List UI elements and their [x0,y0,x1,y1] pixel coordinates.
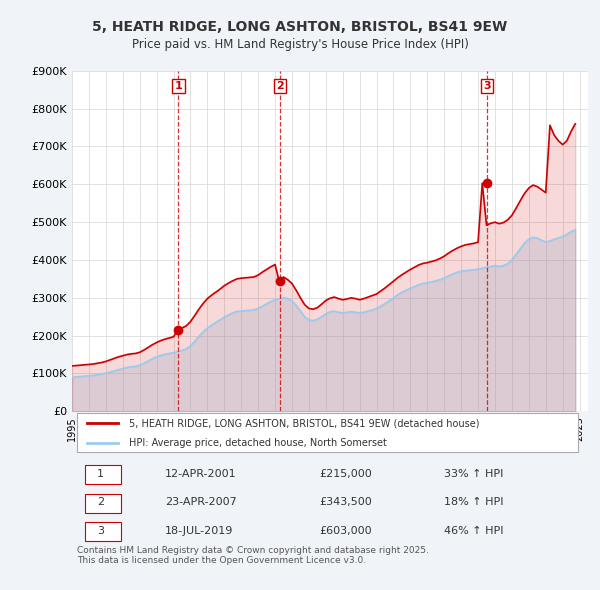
Text: HPI: Average price, detached house, North Somerset: HPI: Average price, detached house, Nort… [129,438,386,448]
Text: 2: 2 [276,81,284,91]
Text: 18-JUL-2019: 18-JUL-2019 [165,526,233,536]
FancyBboxPatch shape [85,494,121,513]
Text: Contains HM Land Registry data © Crown copyright and database right 2025.
This d: Contains HM Land Registry data © Crown c… [77,546,429,565]
Text: 18% ↑ HPI: 18% ↑ HPI [443,497,503,507]
Text: 46% ↑ HPI: 46% ↑ HPI [443,526,503,536]
Text: 5, HEATH RIDGE, LONG ASHTON, BRISTOL, BS41 9EW: 5, HEATH RIDGE, LONG ASHTON, BRISTOL, BS… [92,19,508,34]
Text: 5, HEATH RIDGE, LONG ASHTON, BRISTOL, BS41 9EW (detached house): 5, HEATH RIDGE, LONG ASHTON, BRISTOL, BS… [129,418,479,428]
Text: 3: 3 [97,526,104,536]
FancyBboxPatch shape [85,522,121,542]
Text: Price paid vs. HM Land Registry's House Price Index (HPI): Price paid vs. HM Land Registry's House … [131,38,469,51]
Text: £603,000: £603,000 [320,526,373,536]
Text: 1: 1 [175,81,182,91]
Text: 1: 1 [97,468,104,478]
Text: £343,500: £343,500 [320,497,373,507]
Text: 33% ↑ HPI: 33% ↑ HPI [443,468,503,478]
Text: 23-APR-2007: 23-APR-2007 [165,497,236,507]
Text: 3: 3 [484,81,491,91]
FancyBboxPatch shape [85,465,121,484]
FancyBboxPatch shape [77,414,578,453]
Text: £215,000: £215,000 [320,468,373,478]
Text: 2: 2 [97,497,104,507]
Text: 12-APR-2001: 12-APR-2001 [165,468,236,478]
